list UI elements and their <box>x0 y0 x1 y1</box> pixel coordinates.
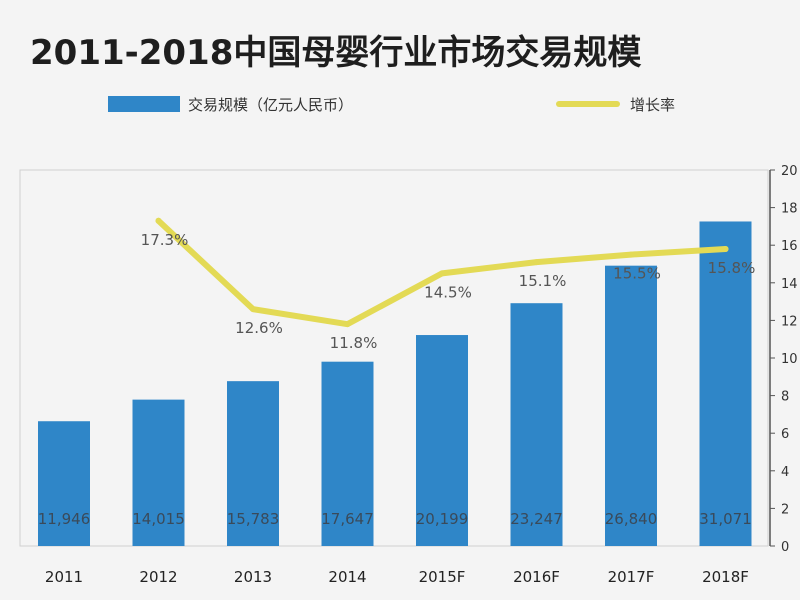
bar-value-label-2014: 17,647 <box>321 510 374 528</box>
x-tick-label-2016F: 2016F <box>513 568 560 586</box>
bar-2015F <box>416 335 468 546</box>
right-tick-label-16: 16 <box>781 239 798 254</box>
legend-line-label: 增长率 <box>630 96 675 114</box>
right-tick-label-6: 6 <box>781 427 789 442</box>
x-ticks-group: 2011 2012 2013 2014 2015F 2016F 2017F 2018F <box>45 568 749 586</box>
x-tick-label-2014: 2014 <box>328 568 366 586</box>
rate-label-2018F: 15.8% <box>708 259 756 277</box>
rate-point-2017F <box>628 251 634 258</box>
bar-value-label-2018F: 31,071 <box>699 510 752 528</box>
rate-point-2015F <box>439 270 445 277</box>
rate-label-2016F: 15.1% <box>519 272 567 290</box>
rate-label-2015F: 14.5% <box>424 283 472 301</box>
bar-value-label-2016F: 23,247 <box>510 510 563 528</box>
bar-2016F <box>510 303 563 546</box>
bar-value-label-2015F: 20,199 <box>416 510 469 528</box>
rate-point-2016F <box>533 259 540 266</box>
right-tick-label-14: 14 <box>781 277 798 292</box>
bar-2011 <box>38 421 90 546</box>
rate-point-2013 <box>250 306 256 313</box>
bar-2017F <box>605 265 657 546</box>
bar-2014 <box>321 361 374 546</box>
bar-value-label-2011: 11,946 <box>38 510 91 528</box>
bar-2012 <box>132 399 185 546</box>
right-tick-label-18: 18 <box>781 202 798 217</box>
legend-line-swatch <box>556 101 620 107</box>
x-tick-label-2011: 2011 <box>45 568 83 586</box>
right-tick-label-8: 8 <box>781 390 789 405</box>
plot-area <box>19 169 769 547</box>
right-ticks-group: 0 2 4 6 8 10 12 14 16 18 20 <box>770 164 798 555</box>
right-tick-label-4: 4 <box>781 465 789 480</box>
right-tick-label-10: 10 <box>781 352 798 367</box>
right-tick-label-0: 0 <box>781 540 789 555</box>
rate-point-2014 <box>344 321 351 328</box>
right-tick-label-12: 12 <box>781 314 798 329</box>
rate-labels-group: 17.3% 12.6% 11.8% 14.5% 15.1% 15.5% 15.8% <box>141 231 756 352</box>
bar-value-label-2013: 15,783 <box>227 510 280 528</box>
chart-title: 2011-2018中国母婴行业市场交易规模 <box>30 33 641 73</box>
rate-point-2018F <box>722 245 729 252</box>
x-tick-label-2018F: 2018F <box>702 568 749 586</box>
rate-line-group <box>155 217 729 328</box>
rate-label-2014: 11.8% <box>330 334 378 352</box>
x-tick-label-2013: 2013 <box>234 568 272 586</box>
x-tick-label-2017F: 2017F <box>608 568 655 586</box>
rate-point-2012 <box>155 217 162 224</box>
right-tick-label-20: 20 <box>781 164 798 179</box>
bar-labels-group: 11,946 14,015 15,783 17,647 20,199 23,247 26,8… <box>38 510 752 528</box>
legend-bar-swatch <box>108 96 180 112</box>
bar-value-label-2017F: 26,840 <box>605 510 658 528</box>
x-tick-label-2012: 2012 <box>139 568 177 586</box>
rate-label-2017F: 15.5% <box>613 265 661 283</box>
legend-bar-label: 交易规模（亿元人民币） <box>188 96 353 114</box>
right-tick-label-2: 2 <box>781 502 789 517</box>
bar-2018F <box>699 221 752 547</box>
rate-label-2013: 12.6% <box>235 319 283 337</box>
bar-2013 <box>227 381 279 546</box>
bar-value-label-2012: 14,015 <box>132 510 185 528</box>
x-tick-label-2015F: 2015F <box>419 568 466 586</box>
rate-label-2012: 17.3% <box>141 231 189 249</box>
bars-group <box>38 221 752 547</box>
